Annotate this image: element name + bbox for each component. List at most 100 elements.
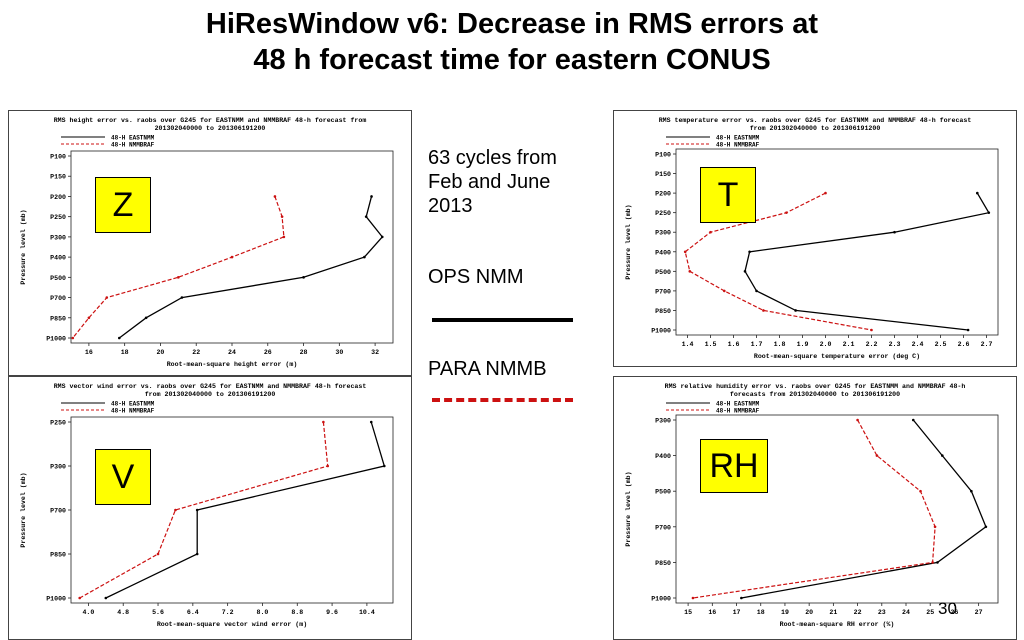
t-badge: T — [700, 167, 756, 223]
y-tick-label: P300 — [50, 234, 66, 241]
x-tick-label: 2.2 — [866, 341, 878, 348]
y-tick-label: P850 — [655, 560, 671, 567]
ops-point — [893, 230, 896, 234]
x-tick-label: 9.6 — [326, 609, 338, 616]
para-point — [326, 464, 330, 468]
y-tick-label: P400 — [655, 249, 671, 256]
cycles-note: 63 cycles from Feb and June 2013 — [428, 146, 557, 218]
para-series-line — [72, 196, 285, 339]
ops-point — [364, 215, 368, 218]
legend-label: 48-H NMMBRAF — [716, 142, 760, 149]
y-tick-label: P250 — [50, 214, 66, 221]
x-tick-label: 26 — [950, 609, 958, 616]
x-tick-label: 32 — [371, 349, 379, 356]
para-point — [105, 296, 109, 299]
temperature-error-chart: RMS temperature error vs. raobs over G24… — [613, 110, 1017, 367]
para-point — [280, 215, 284, 218]
x-tick-label: 30 — [335, 349, 343, 356]
legend-label: 48-H EASTNMM — [111, 135, 155, 142]
x-tick-label: 1.5 — [705, 341, 717, 348]
legend-label: 48-H EASTNMM — [716, 401, 760, 408]
y-tick-label: P250 — [655, 210, 671, 217]
y-tick-label: P100 — [50, 154, 66, 161]
x-tick-label: 26 — [264, 349, 272, 356]
legend-label: 48-H EASTNMM — [111, 401, 155, 408]
height-error-plot: RMS height error vs. raobs over G245 for… — [20, 117, 394, 368]
x-tick-label: 22 — [192, 349, 200, 356]
x-tick-label: 18 — [757, 609, 765, 616]
chart-title-line1: RMS temperature error vs. raobs over G24… — [659, 117, 972, 124]
v-badge: V — [95, 449, 151, 505]
ops-point — [369, 420, 373, 424]
para-point — [870, 328, 873, 332]
x-axis-label: Root-mean-square temperature error (deg … — [754, 353, 920, 360]
y-tick-label: P400 — [655, 453, 671, 460]
y-tick-label: P1000 — [651, 328, 671, 335]
x-tick-label: 7.2 — [222, 609, 234, 616]
para-point — [919, 489, 922, 493]
para-point — [273, 195, 277, 198]
x-tick-label: 25 — [926, 609, 934, 616]
y-tick-label: P1000 — [46, 596, 66, 603]
ops-point — [302, 276, 305, 279]
ops-point — [748, 250, 751, 254]
x-tick-label: 10.4 — [359, 609, 375, 616]
x-tick-label: 2.5 — [935, 341, 947, 348]
y-tick-label: P400 — [50, 255, 66, 262]
ops-point — [941, 454, 944, 457]
ops-point — [936, 561, 939, 564]
para-point — [177, 276, 180, 279]
y-tick-label: P850 — [50, 552, 66, 559]
x-tick-label: 16 — [708, 609, 716, 616]
y-tick-label: P700 — [655, 524, 671, 531]
para-point — [282, 235, 286, 239]
x-tick-label: 2.7 — [981, 341, 993, 348]
para-point — [71, 336, 75, 340]
ops-series-line — [118, 196, 384, 339]
x-tick-label: 5.6 — [152, 609, 164, 616]
x-tick-label: 2.1 — [843, 341, 855, 348]
chart-title-line2: 201302040000 to 201306191200 — [155, 125, 266, 132]
temperature-error-plot: RMS temperature error vs. raobs over G24… — [625, 117, 999, 360]
chart-title-line1: RMS relative humidity error vs. raobs ov… — [665, 383, 966, 390]
x-axis-label: Root-mean-square RH error (%) — [780, 621, 895, 628]
y-tick-label: P150 — [50, 174, 66, 181]
x-tick-label: 1.8 — [774, 341, 786, 348]
ops-point — [363, 255, 366, 259]
y-tick-label: P700 — [655, 288, 671, 295]
chart-title-line2: from 201302040000 to 201306191200 — [750, 125, 881, 132]
x-tick-label: 21 — [829, 609, 837, 616]
y-tick-label: P850 — [655, 308, 671, 315]
cycles-note-line1: 63 cycles from — [428, 147, 557, 169]
y-axis-label: Pressure level (mb) — [625, 204, 632, 279]
x-tick-label: 4.0 — [82, 609, 94, 616]
ops-point — [740, 596, 743, 600]
ops-label: OPS NMM — [428, 266, 524, 288]
para-point — [856, 418, 859, 422]
slide-title: HiResWindow v6: Decrease in RMS errors a… — [0, 6, 1024, 78]
y-tick-label: P300 — [655, 230, 671, 237]
slide-title-line2: 48 h forecast time for eastern CONUS — [253, 44, 771, 76]
ops-point — [370, 195, 373, 198]
x-tick-label: 27 — [975, 609, 983, 616]
x-tick-label: 28 — [300, 349, 308, 356]
x-tick-label: 23 — [878, 609, 886, 616]
humidity-error-plot: RMS relative humidity error vs. raobs ov… — [625, 383, 999, 628]
y-tick-label: P500 — [655, 269, 671, 276]
legend-label: 48-H NMMBRAF — [111, 408, 155, 415]
x-tick-label: 1.7 — [751, 341, 763, 348]
para-point — [875, 454, 879, 457]
ops-point — [911, 418, 915, 422]
y-tick-label: P250 — [50, 420, 66, 427]
para-point — [87, 316, 91, 320]
ops-point — [118, 336, 121, 340]
para-point — [156, 552, 160, 556]
ops-point — [180, 296, 184, 299]
plot-frame — [675, 414, 999, 604]
x-tick-label: 2.6 — [958, 341, 970, 348]
para-point — [931, 561, 934, 564]
x-tick-label: 8.8 — [291, 609, 303, 616]
cycles-note-line3: 2013 — [428, 195, 473, 217]
z-badge: Z — [95, 177, 151, 233]
slide-title-line1: HiResWindow v6: Decrease in RMS errors a… — [205, 8, 819, 40]
